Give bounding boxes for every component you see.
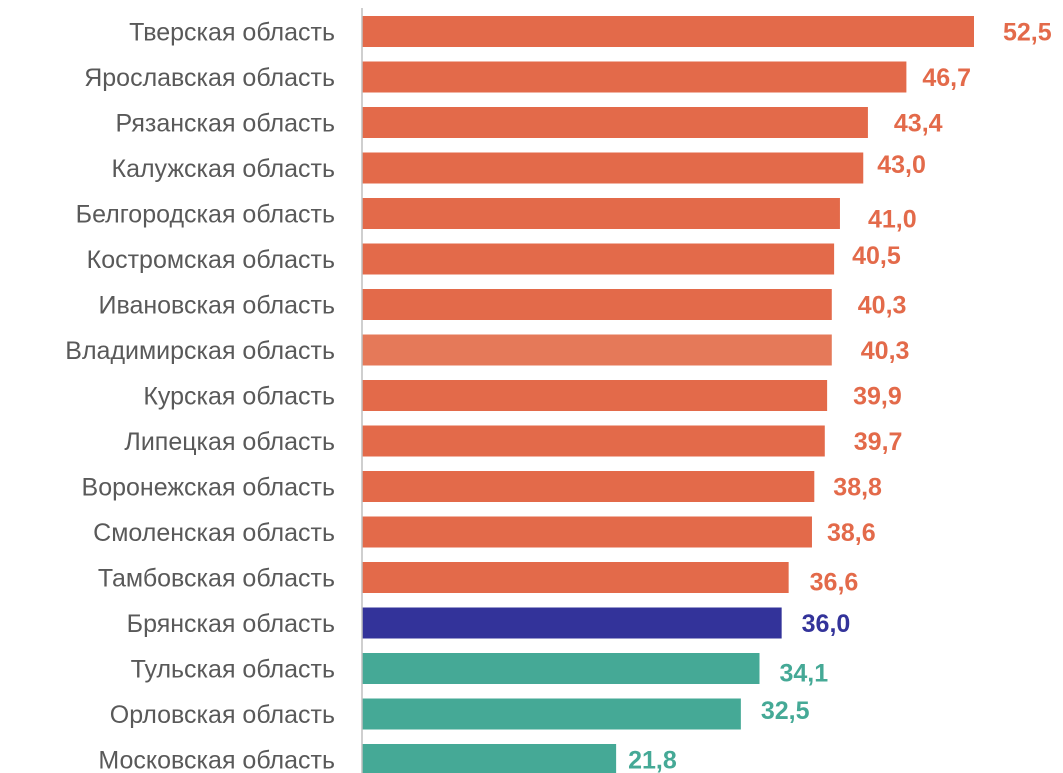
category-labels-group: Тверская область Ярославская область Рязан… [65,19,335,773]
bar [362,61,907,93]
category-label: Рязанская область [116,110,336,138]
bar [362,198,840,229]
value-label: 52,5 [1003,19,1052,47]
bar [362,607,782,639]
value-label: 43,4 [894,110,943,138]
value-label: 39,9 [853,383,902,411]
value-label: 34,1 [780,660,829,688]
value-label: 38,8 [833,474,882,502]
bar [362,562,789,593]
category-label: Тверская область [129,19,335,47]
category-label: Курская область [143,383,335,411]
bar [362,243,835,275]
bar [362,744,617,773]
category-label: Ивановская область [98,292,335,320]
category-label: Брянская область [127,610,335,638]
category-label: Тульская область [131,656,335,684]
category-label: Владимирская область [65,337,335,365]
category-label: Костромская область [87,246,335,274]
value-label: 41,0 [868,206,917,234]
value-label: 36,0 [802,610,851,638]
bar [362,516,812,548]
category-label: Белгородская область [76,201,335,229]
value-label: 40,3 [858,292,907,320]
bar [362,334,832,366]
category-label: Тамбовская область [98,565,335,593]
value-labels-group: 52,5 46,7 43,4 43,0 41,0 40,5 40,3 40,3 39,9 39,7… [628,19,1052,773]
category-label: Орловская область [110,701,335,729]
value-label: 32,5 [761,697,810,725]
category-label: Липецкая область [124,428,335,456]
bar [362,152,864,184]
bar [362,16,974,47]
value-label: 43,0 [877,151,926,179]
bar [362,425,825,457]
bar [362,698,741,730]
bars-group [362,16,974,773]
value-label: 40,5 [852,242,901,270]
value-label: 46,7 [922,64,971,92]
value-label: 40,3 [861,337,910,365]
category-label: Московская область [98,747,335,773]
bar [362,107,868,138]
category-label: Смоленская область [93,519,335,547]
value-label: 36,6 [810,569,859,597]
category-label: Калужская область [112,155,336,183]
category-label: Воронежская область [82,474,335,502]
bar [362,471,815,502]
value-label: 21,8 [628,747,677,773]
value-label: 39,7 [854,428,903,456]
category-label: Ярославская область [84,64,335,92]
value-label: 38,6 [827,519,876,547]
bar [362,380,828,411]
bar [362,653,760,684]
bar [362,289,832,320]
